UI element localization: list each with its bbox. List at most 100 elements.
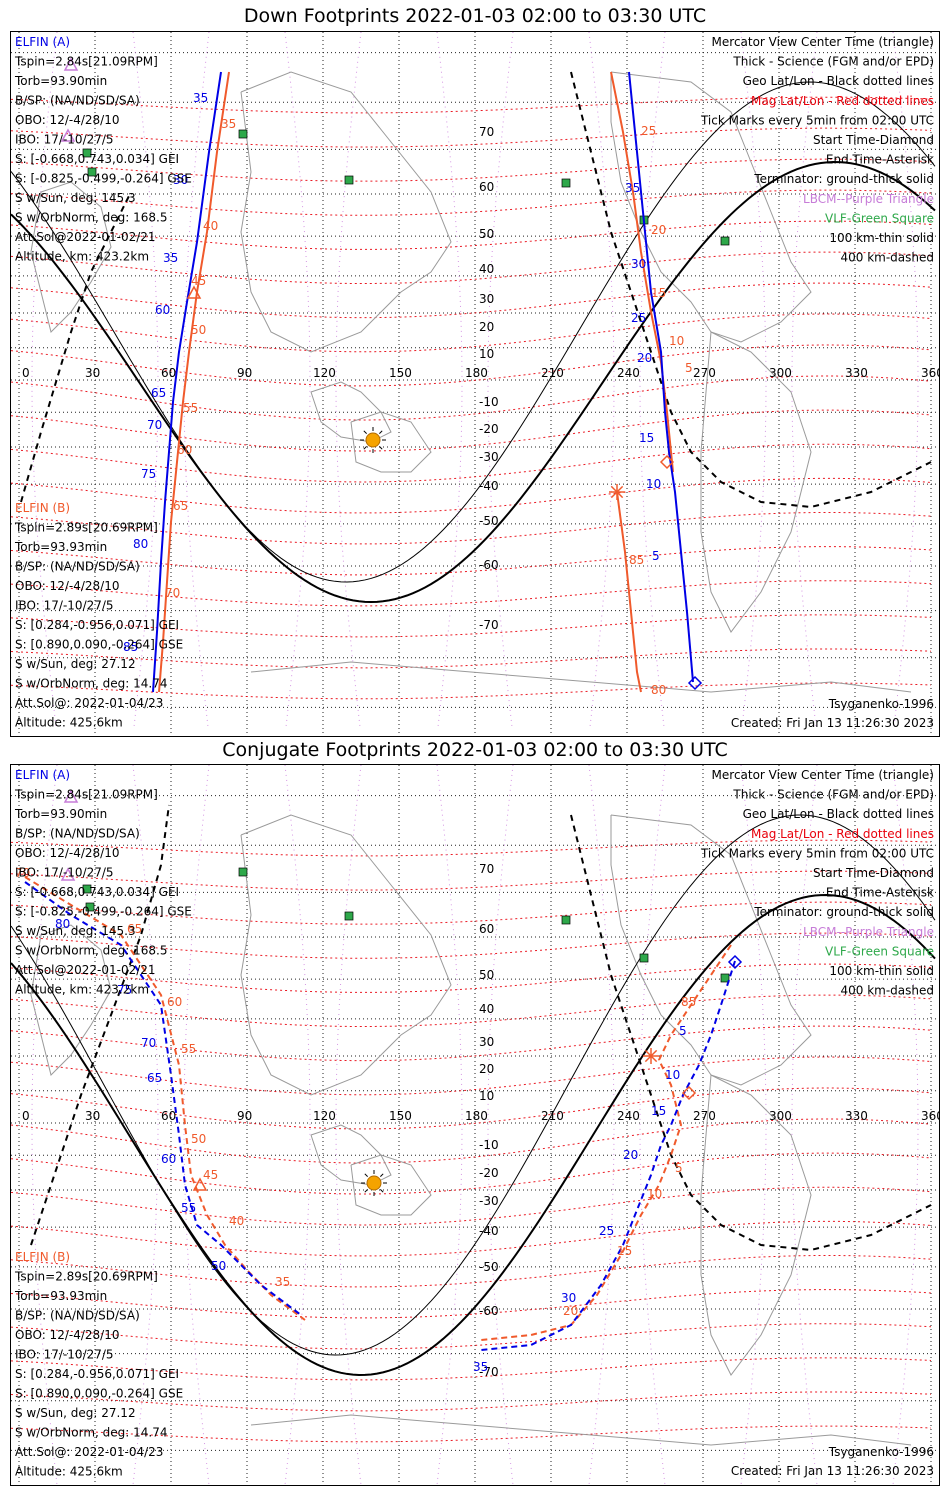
elfin-a-info-line: S w/OrbNorm, deg: 168.5	[15, 944, 167, 958]
mag-parallel	[11, 127, 932, 148]
coastline-outline	[250, 1414, 912, 1446]
legend-line: Start Time-Diamond	[813, 133, 934, 147]
mag-parallel	[11, 1323, 932, 1350]
legend-line: Mag Lat/Lon - Red dotted lines	[751, 827, 934, 841]
mag-meridian	[132, 765, 159, 1485]
longitude-label: 210	[541, 1109, 564, 1123]
legend-line: LBCM--Purple Triangle	[803, 192, 934, 206]
elfin-a-info-line: B/SP: (NA/ND/SD/SA)	[15, 94, 140, 108]
mag-parallel	[11, 1087, 932, 1130]
mag-meridian	[183, 765, 210, 1485]
coastline-outline	[700, 331, 812, 633]
latitude-label: 40	[479, 1002, 494, 1016]
elfin-b-info-line: S w/OrbNorm, deg: 14.74	[15, 677, 167, 691]
elfin-b-tick-label: 70	[15, 866, 30, 880]
elfin-a-tick-label: 10	[646, 477, 661, 491]
mag-parallel	[11, 1118, 932, 1164]
vlf-station-square	[344, 175, 354, 185]
model-name: Tsyganenko-1996	[828, 1445, 934, 1459]
coastline-outline	[700, 1074, 812, 1376]
elfin-b-tick-label: 5	[685, 361, 693, 375]
legend-line: 400 km-dashed	[840, 251, 934, 265]
created-timestamp: Created: Fri Jan 13 11:26:30 2023	[731, 1464, 934, 1478]
latitude-label: 60	[479, 180, 494, 194]
longitude-label: 60	[161, 366, 176, 380]
elfin-a-track	[628, 71, 694, 683]
elfin-a-tick-label: 35	[163, 251, 178, 265]
legend-line: Geo Lat/Lon - Black dotted lines	[743, 807, 934, 821]
center-time-triangle	[186, 285, 202, 299]
start-time-diamond	[727, 954, 743, 970]
mag-parallel	[11, 1056, 932, 1096]
latitude-label: 70	[479, 862, 494, 876]
latitude-label: -40	[479, 1224, 499, 1238]
elfin-a-info-line: Tspin=2.84s[21.09RPM]	[14, 55, 158, 69]
center-time-triangle	[63, 57, 79, 71]
elfin-b-info-line: S w/Sun, deg: 27.12	[15, 657, 136, 671]
mag-meridian	[335, 765, 362, 1485]
elfin-a-info-line: IBO: 17/-10/27/5	[15, 866, 114, 880]
elfin-b-track	[158, 71, 230, 693]
mag-parallel	[11, 511, 932, 545]
legend-line: Thick - Science (FGM and/or EPD)	[732, 788, 934, 802]
elfin-a-tick-label: 25	[631, 311, 646, 325]
sun-ray	[380, 1173, 384, 1177]
mag-parallel	[11, 1289, 932, 1319]
elfin-b-tick-label: 80	[651, 683, 666, 697]
legend-line: Terminator: ground-thick solid	[753, 905, 934, 919]
elfin-a-info-line: Att.Sol@2022-01-02/21	[15, 230, 156, 244]
elfin-b-info-line: Att.Sol@: 2022-01-04/23	[15, 1445, 163, 1459]
terminator-400km-dashed	[20, 191, 132, 503]
vlf-station-square	[639, 953, 649, 963]
latitude-label: -10	[479, 395, 499, 409]
elfin-b-info-line: S w/OrbNorm, deg: 14.74	[15, 1426, 167, 1440]
elfin-b-tick-label: 65	[173, 499, 188, 513]
terminator-400km-dashed	[570, 71, 932, 509]
elfin-b-info-line: B/SP: (NA/ND/SD/SA)	[15, 560, 140, 574]
latitude-label: 10	[479, 347, 494, 361]
elfin-a-info-line: OBO: 12/-4/28/10	[15, 113, 119, 127]
mag-parallel	[11, 682, 932, 700]
elfin-b-info-line: OBO: 12/-4/28/10	[15, 579, 119, 593]
coastline-outline	[610, 814, 812, 1086]
mag-parallel	[11, 870, 932, 891]
longitude-label: 0	[22, 1109, 30, 1123]
longitude-label: 360	[921, 1109, 939, 1123]
conjugate-footprints-map: 0 30 60 90 120 150 180 210 240 270 300 330 360 70 60 50…	[10, 764, 940, 1486]
mag-meridian	[31, 765, 58, 1485]
mag-parallel	[11, 839, 932, 857]
legend-line: End Time-Asterisk	[826, 153, 934, 167]
elfin-a-info-line: B/SP: (NA/ND/SD/SA)	[15, 827, 140, 841]
coastline-outline	[310, 381, 392, 443]
center-time-triangle	[192, 1177, 208, 1191]
vlf-station-square	[238, 129, 248, 139]
latitude-label: 10	[479, 1089, 494, 1103]
mag-parallel	[11, 1357, 932, 1381]
legend-line: Geo Lat/Lon - Black dotted lines	[743, 74, 934, 88]
elfin-b-tick-label: 70	[165, 586, 180, 600]
elfin-a-info-line: S w/OrbNorm, deg: 168.5	[15, 211, 167, 225]
mag-parallel	[11, 648, 932, 669]
elfin-b-tick-label: 60	[167, 995, 182, 1009]
longitude-label: 30	[85, 366, 100, 380]
mag-meridian	[892, 765, 919, 1485]
mag-parallel	[11, 375, 932, 421]
mag-parallel	[11, 1186, 932, 1226]
elfin-a-tick-label: 5	[679, 1024, 687, 1038]
mag-meridian	[588, 765, 615, 1485]
elfin-a-tick-label: 20	[623, 1148, 638, 1162]
elfin-b-track	[610, 71, 674, 473]
terminator-400km-dashed	[570, 814, 932, 1252]
elfin-a-info-line: S w/Sun, deg: 145.3	[15, 191, 136, 205]
created-timestamp: Created: Fri Jan 13 11:26:30 2023	[731, 716, 934, 730]
elfin-a-info-line: Att.Sol@2022-01-02/21	[15, 963, 156, 977]
map-canvas: 0 30 60 90 120 150 180 210 240 270 300 330 360 70 60 50…	[11, 32, 939, 736]
elfin-a-tick-label: 60	[155, 303, 170, 317]
mag-parallel	[11, 96, 932, 114]
elfin-b-info-line: Torb=93.93min	[14, 1289, 107, 1303]
conjugate-footprints-title: Conjugate Footprints 2022-01-03 02:00 to…	[222, 739, 728, 761]
elfin-b-tick-label: 5	[675, 1161, 683, 1175]
elfin-a-tick-label: 30	[631, 257, 646, 271]
end-time-asterisk	[610, 485, 624, 499]
mag-parallel	[11, 1025, 932, 1062]
